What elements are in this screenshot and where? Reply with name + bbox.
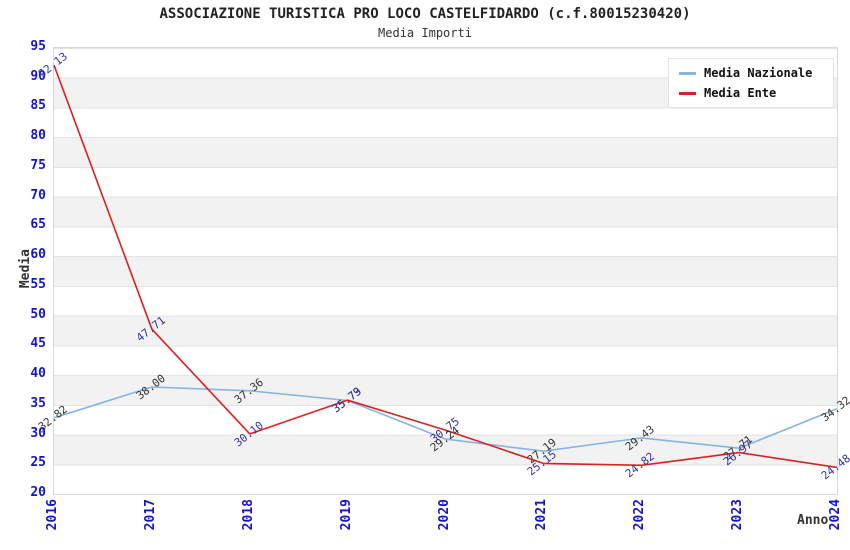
y-axis-tick-label: 45 [30, 336, 46, 352]
y-axis-tick-label: 65 [30, 217, 46, 233]
y-axis-tick-label: 50 [30, 306, 46, 322]
x-axis-tick-label: 2018 [240, 499, 256, 531]
legend: Media Nazionale Media Ente [668, 58, 834, 108]
legend-item-ente: Media Ente [679, 86, 825, 100]
legend-swatch-nazionale-icon [679, 71, 696, 75]
x-axis-tick-label: 2023 [730, 499, 746, 531]
y-axis-tick-label: 85 [30, 98, 46, 114]
x-axis-tick-label: 2020 [436, 499, 452, 531]
x-axis-tick-label: 2024 [828, 499, 843, 531]
series-line-nazionale [53, 386, 838, 453]
y-axis-tick-label: 60 [30, 247, 46, 263]
y-axis-tick-label: 90 [30, 68, 46, 84]
y-axis-tick-label: 70 [30, 187, 46, 203]
y-axis-tick-label: 30 [30, 425, 46, 441]
legend-label-ente: Media Ente [704, 86, 777, 100]
x-axis-title: Anno [797, 513, 829, 528]
plot-area: 32.82 38.00 37.36 35.73 29.24 27.19 29.43 27.71… [36, 47, 850, 495]
x-axis-tick-label: 2022 [632, 499, 648, 531]
x-axis-tick-label: 2021 [534, 499, 550, 531]
chart-title: ASSOCIAZIONE TURISTICA PRO LOCO CASTELFI… [159, 6, 691, 22]
x-axis-tick-label: 2016 [45, 499, 60, 531]
y-axis-tick-label: 35 [30, 395, 46, 411]
chart-subtitle: Media Importi [378, 26, 472, 40]
y-axis-tick-label: 80 [30, 128, 46, 144]
series-line-ente [53, 64, 838, 469]
legend-swatch-ente-icon [679, 91, 696, 95]
x-axis-tick-label: 2019 [338, 499, 354, 531]
x-axis-tick-label: 2017 [142, 499, 158, 531]
y-axis-tick-label: 40 [30, 366, 46, 382]
y-axis-tick-label: 20 [30, 485, 46, 500]
legend-label-nazionale: Media Nazionale [704, 66, 813, 80]
y-axis-tick-label: 55 [30, 276, 46, 292]
series-lines-canvas [53, 64, 838, 469]
y-axis-tick-label: 25 [30, 455, 46, 471]
y-axis-tick-label: 95 [30, 39, 46, 54]
y-axis-tick-label: 75 [30, 157, 46, 173]
legend-item-nazionale: Media Nazionale [679, 66, 825, 80]
